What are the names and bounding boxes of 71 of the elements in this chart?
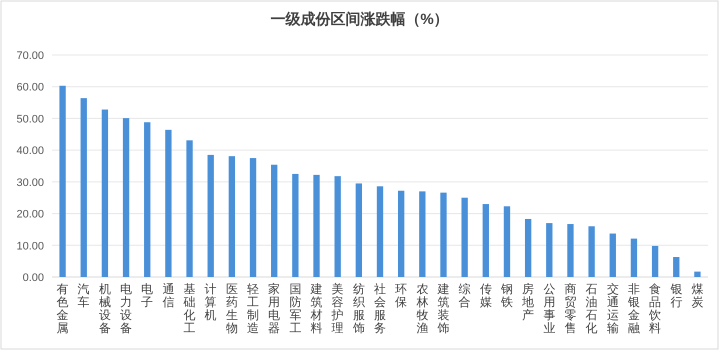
x-tick-label: 房地产 xyxy=(521,282,534,322)
x-tick-label: 通信 xyxy=(162,282,174,309)
x-tick-label: 石油石化 xyxy=(586,282,598,335)
bar xyxy=(461,198,468,277)
chart-title: 一级成份区间涨跌幅（%） xyxy=(270,11,449,28)
bar xyxy=(313,174,320,277)
bar xyxy=(524,218,532,277)
x-tick-label: 综合 xyxy=(458,282,471,309)
x-tick-label: 基础化工 xyxy=(182,282,196,335)
y-tick-label: 50.00 xyxy=(16,113,44,126)
x-tick-label: 家用电器 xyxy=(268,282,280,335)
bar xyxy=(630,238,638,277)
x-tick-label: 非银金融 xyxy=(626,282,640,335)
bar xyxy=(440,192,447,277)
x-tick-label: 电力设备 xyxy=(120,282,132,335)
bar xyxy=(122,118,130,277)
x-tick-label: 机械设备 xyxy=(98,282,111,335)
bar xyxy=(102,110,108,277)
x-tick-label: 环保 xyxy=(395,282,408,309)
bar xyxy=(376,186,384,277)
bar xyxy=(80,98,87,277)
x-tick-label: 交通运输 xyxy=(606,282,619,335)
x-tick-label: 建筑材料 xyxy=(310,282,323,335)
bar xyxy=(334,176,341,277)
bar xyxy=(228,156,236,277)
x-tick-label: 农林牧渔 xyxy=(415,282,428,335)
y-tick-label: 10.00 xyxy=(16,240,44,252)
y-tick-label: 30.00 xyxy=(16,176,44,189)
x-tick-label: 有色金属 xyxy=(56,282,69,335)
x-tick-label: 医药生物 xyxy=(226,282,238,335)
bar xyxy=(419,191,426,277)
y-tick-label: 0.00 xyxy=(22,272,44,284)
y-tick-label: 60.00 xyxy=(16,82,44,94)
bar xyxy=(482,204,489,277)
x-tick-label: 钢铁 xyxy=(500,282,513,309)
x-tick-label: 传媒 xyxy=(480,282,492,309)
bar xyxy=(673,257,680,277)
x-tick-label: 纺织服饰 xyxy=(352,282,365,335)
y-tick-label: 70.00 xyxy=(16,50,44,62)
bar xyxy=(694,272,701,277)
bar xyxy=(356,183,362,277)
bar xyxy=(250,158,256,277)
bar xyxy=(271,164,278,277)
bar xyxy=(59,86,66,277)
y-tick-label: 40.00 xyxy=(16,145,44,158)
x-tick-label: 汽车 xyxy=(78,282,90,309)
bar xyxy=(504,206,510,277)
x-tick-label: 商贸零售 xyxy=(564,282,576,335)
x-tick-label: 公用事业 xyxy=(543,282,556,335)
bar xyxy=(208,154,214,277)
x-tick-label: 银行 xyxy=(669,282,682,309)
x-tick-label: 计算机 xyxy=(204,282,217,322)
bar xyxy=(292,174,299,277)
bar xyxy=(588,226,595,277)
bar xyxy=(610,234,616,277)
x-tick-label: 美容护理 xyxy=(330,282,344,335)
bar xyxy=(165,130,172,277)
y-tick-label: 20.00 xyxy=(16,208,44,221)
x-tick-label: 食品饮料 xyxy=(648,282,662,335)
x-tick-label: 电子 xyxy=(141,282,154,309)
x-tick-label: 国防军工 xyxy=(289,282,302,335)
x-tick-label: 社会服务 xyxy=(374,282,386,335)
x-tick-label: 建筑装饰 xyxy=(436,282,450,335)
x-tick-label: 煤炭 xyxy=(691,282,704,309)
bar xyxy=(567,224,574,277)
bar xyxy=(186,140,193,277)
bar xyxy=(652,246,658,277)
bar xyxy=(546,223,552,277)
x-tick-label: 轻工制造 xyxy=(247,282,260,335)
bar xyxy=(144,122,150,277)
bar xyxy=(398,190,404,277)
